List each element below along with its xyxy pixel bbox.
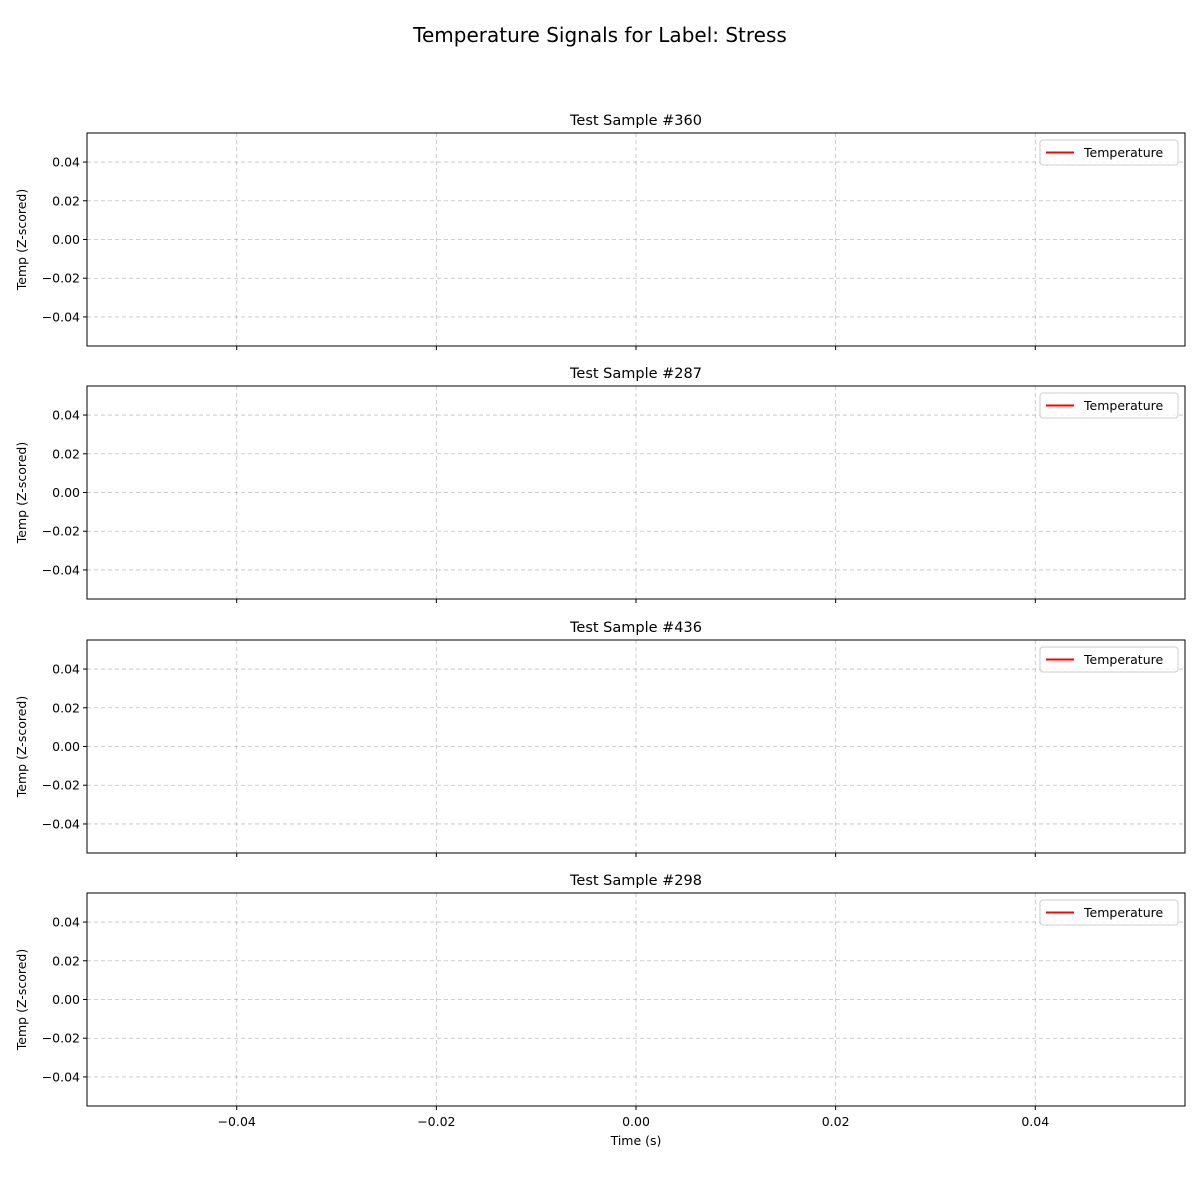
y-tick-label: 0.00	[52, 232, 80, 247]
legend-box	[1039, 646, 1179, 673]
legend-label: Temperature	[1083, 145, 1163, 160]
subplot-2: 0.04 0.02 0.00 −0.02 −0.04 Test Sample #287 Te…	[14, 366, 1186, 603]
subplot-title: Test Sample #298	[569, 873, 702, 889]
legend-label: Temperature	[1083, 398, 1163, 413]
x-tick-label: −0.02	[417, 1114, 455, 1129]
figure-title: Temperature Signals for Label: Stress	[412, 23, 787, 47]
x-tick-label: 0.02	[822, 1114, 850, 1129]
y-tick-label: 0.02	[52, 446, 80, 461]
legend: Temperature	[1039, 139, 1179, 166]
subplot-1: 0.04 0.02 0.00 −0.02 −0.04 Test Sample #360 Te…	[14, 113, 1186, 350]
subplots: 0.04 0.02 0.00 −0.02 −0.04 Test Sample #360 Te…	[14, 113, 1186, 1129]
legend: Temperature	[1039, 899, 1179, 926]
legend-box	[1039, 392, 1179, 419]
y-tick-label: 0.02	[52, 953, 80, 968]
x-tick-label: 0.04	[1021, 1114, 1049, 1129]
axes-frame	[86, 385, 1186, 600]
legend-box	[1039, 899, 1179, 926]
y-tick-label: 0.04	[52, 915, 80, 930]
subplot-4: −0.04 −0.02 0.00 0.02 0.04 0.04 0.02 0.00 −0.02 −…	[14, 873, 1186, 1129]
y-tick-label: −0.04	[42, 562, 80, 577]
subplot-3: 0.04 0.02 0.00 −0.02 −0.04 Test Sample #436 Te…	[14, 620, 1186, 857]
subplot-title: Test Sample #287	[569, 366, 702, 382]
legend: Temperature	[1039, 392, 1179, 419]
x-axis-label: Time (s)	[610, 1133, 662, 1148]
y-axis-label: Temp (Z-scored)	[14, 696, 29, 798]
axes-frame	[86, 639, 1186, 854]
y-tick-label: 0.04	[52, 155, 80, 170]
y-axis-label: Temp (Z-scored)	[14, 442, 29, 544]
y-tick-label: −0.04	[42, 816, 80, 831]
axes-frame	[86, 892, 1186, 1107]
subplot-title: Test Sample #436	[569, 620, 702, 636]
y-tick-label: −0.02	[42, 271, 80, 286]
y-tick-label: −0.02	[42, 778, 80, 793]
legend: Temperature	[1039, 646, 1179, 673]
y-tick-label: 0.04	[52, 662, 80, 677]
y-tick-label: 0.04	[52, 408, 80, 423]
y-tick-label: 0.00	[52, 485, 80, 500]
y-tick-label: −0.02	[42, 1031, 80, 1046]
y-tick-label: 0.02	[52, 700, 80, 715]
subplot-title: Test Sample #360	[569, 113, 702, 129]
legend-box	[1039, 139, 1179, 166]
axes-frame	[86, 132, 1186, 347]
y-tick-label: 0.00	[52, 739, 80, 754]
y-tick-label: 0.00	[52, 992, 80, 1007]
y-tick-label: −0.04	[42, 1069, 80, 1084]
y-tick-label: 0.02	[52, 193, 80, 208]
y-tick-label: −0.04	[42, 309, 80, 324]
y-axis-label: Temp (Z-scored)	[14, 189, 29, 291]
x-tick-label: 0.00	[622, 1114, 650, 1129]
y-axis-label: Temp (Z-scored)	[14, 949, 29, 1051]
legend-label: Temperature	[1083, 905, 1163, 920]
legend-label: Temperature	[1083, 652, 1163, 667]
x-tick-label: −0.04	[218, 1114, 256, 1129]
y-tick-label: −0.02	[42, 524, 80, 539]
